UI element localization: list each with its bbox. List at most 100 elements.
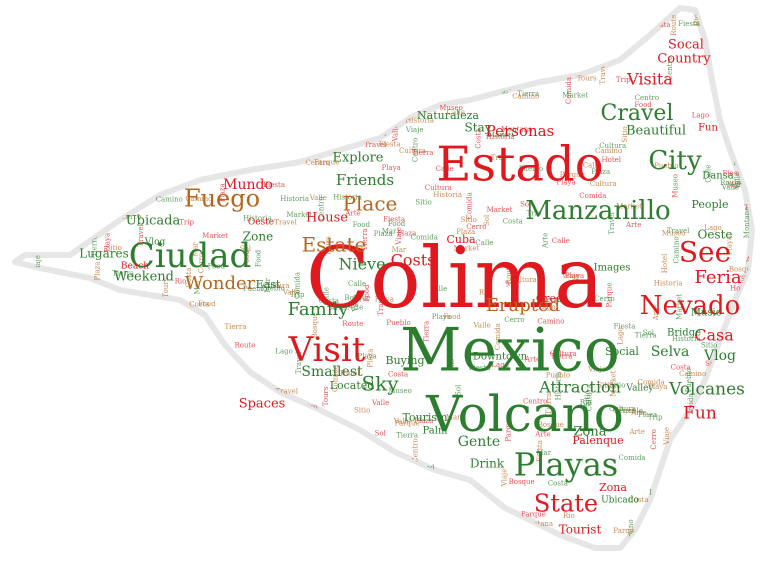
filler-word: Sol xyxy=(643,329,655,337)
filler-word: Plaza xyxy=(367,349,375,368)
filler-word: Parque xyxy=(314,159,339,167)
filler-word: Cerro xyxy=(541,296,561,304)
filler-word: Route xyxy=(670,15,678,36)
filler-word: Trip xyxy=(491,154,506,162)
filler-word: Sol xyxy=(214,152,226,160)
filler-word: Costa xyxy=(62,398,82,406)
filler-word: Viaje xyxy=(90,529,109,537)
filler-word: Rio xyxy=(69,336,81,344)
filler-word: Cultura xyxy=(426,53,453,61)
filler-word: Cerro xyxy=(650,429,658,449)
filler-word: Pueblo xyxy=(751,9,775,17)
filler-word: Tours xyxy=(325,236,333,256)
cloud-word-located: Located xyxy=(330,379,375,392)
cloud-word-smallest: Smallest xyxy=(301,364,363,380)
filler-word: Bosque xyxy=(464,517,490,525)
cloud-word-ubicada: Ubicada xyxy=(126,214,181,229)
filler-word: Montana xyxy=(743,207,751,239)
filler-word: Museo xyxy=(671,174,679,198)
filler-word: Market xyxy=(169,515,195,523)
cloud-word-zona: Zona xyxy=(574,425,607,440)
filler-word: Comida xyxy=(124,166,151,174)
filler-word: Viaje xyxy=(561,272,580,280)
filler-word: Bosque xyxy=(123,93,149,101)
filler-word: Mar xyxy=(472,507,487,515)
filler-word: Costa xyxy=(475,129,483,149)
filler-word: Rio xyxy=(345,461,357,469)
filler-word: Food xyxy=(255,249,263,267)
filler-word: Comida xyxy=(293,272,301,299)
filler-word: Cerro xyxy=(146,438,166,446)
filler-word: Travel xyxy=(356,104,379,112)
filler-word: Sol xyxy=(209,127,217,139)
filler-word: Camino xyxy=(187,155,195,182)
filler-word: Hotel xyxy=(266,108,286,116)
filler-word: Pueblo xyxy=(261,285,285,293)
filler-word: Market xyxy=(487,206,513,214)
filler-word: Bosque xyxy=(314,106,322,132)
filler-word: Food xyxy=(634,101,652,109)
filler-word: Museo xyxy=(194,336,218,344)
filler-word: Plaza xyxy=(37,113,45,132)
filler-word: Plaza xyxy=(93,262,101,281)
filler-word: Plaza xyxy=(456,228,475,236)
filler-word: Tierra xyxy=(361,228,369,250)
cloud-word-weekend: Weekend xyxy=(114,270,174,285)
filler-word: Parque xyxy=(613,527,638,535)
filler-word: Parque xyxy=(732,336,757,344)
filler-word: Lago xyxy=(538,303,556,311)
filler-word: Viaje xyxy=(139,508,158,516)
filler-word: Tours xyxy=(162,277,170,297)
filler-word: Camino xyxy=(734,28,742,55)
filler-word: Bosque xyxy=(311,312,319,338)
filler-word: Bosque xyxy=(509,478,535,486)
filler-word: Lago xyxy=(275,348,293,356)
filler-word: Cerro xyxy=(423,544,443,552)
filler-word: Tierra xyxy=(517,90,539,98)
filler-word: Fiesta xyxy=(461,82,483,90)
filler-word: Trip xyxy=(179,219,194,227)
filler-word: Rio xyxy=(314,481,326,489)
filler-word: Parque xyxy=(560,171,585,179)
filler-word: Market xyxy=(202,232,228,240)
filler-word: Trip xyxy=(290,291,305,299)
filler-word: Plaza xyxy=(414,417,433,425)
filler-word: Camino xyxy=(679,370,706,378)
cloud-word-mundo: Mundo xyxy=(223,177,273,193)
cloud-word-valley: Valley xyxy=(625,384,654,394)
filler-word: Costa xyxy=(711,5,731,13)
filler-word: Tierra xyxy=(635,331,657,339)
filler-word: Travel xyxy=(330,10,353,18)
filler-word: Arte xyxy=(745,256,761,264)
filler-word: Tierra xyxy=(607,13,629,21)
filler-word: Route xyxy=(342,320,363,328)
filler-word: Calle xyxy=(199,359,217,367)
filler-word: Montana xyxy=(197,390,205,422)
filler-word: Mar xyxy=(706,31,721,39)
cloud-word-estate: Estate xyxy=(302,233,367,257)
cloud-word-tourism: Tourism xyxy=(402,411,448,424)
filler-word: Arte xyxy=(266,52,274,68)
cloud-word-images: Images xyxy=(594,263,631,274)
filler-word: Calle xyxy=(754,514,772,522)
filler-word: Playa xyxy=(426,69,445,77)
filler-word: Tours xyxy=(459,78,479,86)
filler-word: Viaje xyxy=(206,476,214,495)
filler-word: Plaza xyxy=(42,502,61,510)
filler-word: Sitio xyxy=(450,85,466,93)
filler-word: Calle xyxy=(148,85,156,103)
filler-word: Plaza xyxy=(129,317,137,336)
filler-word: Viaje xyxy=(328,71,347,79)
filler-word: Centro xyxy=(305,159,329,167)
filler-word: Plaza xyxy=(397,229,416,237)
filler-word: Rio xyxy=(693,14,701,26)
filler-word: Tours xyxy=(606,17,626,25)
filler-word: Mar xyxy=(354,501,362,516)
filler-word: Sol xyxy=(483,214,491,226)
filler-word: Fiesta xyxy=(469,364,491,372)
cloud-word-gente: Gente xyxy=(458,434,500,450)
filler-word: Arte xyxy=(81,442,97,450)
filler-word: Museo xyxy=(439,104,463,112)
filler-word: Sol xyxy=(375,430,387,438)
filler-word: Bosque xyxy=(344,294,370,302)
